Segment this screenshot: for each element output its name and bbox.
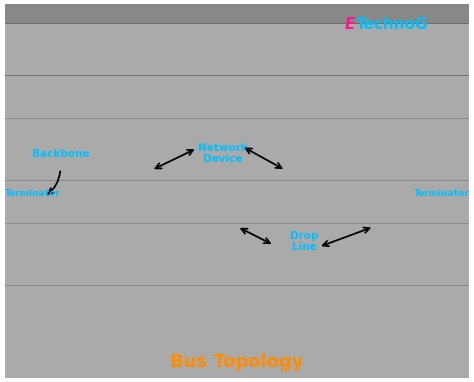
FancyBboxPatch shape [0, 75, 474, 382]
FancyBboxPatch shape [0, 75, 474, 382]
FancyBboxPatch shape [0, 0, 474, 275]
FancyBboxPatch shape [0, 0, 474, 275]
FancyBboxPatch shape [0, 0, 474, 23]
Text: Bus Topology: Bus Topology [170, 353, 304, 371]
FancyBboxPatch shape [0, 0, 474, 23]
Text: Terminator: Terminator [413, 189, 469, 199]
Bar [15, 191, 23, 210]
FancyBboxPatch shape [0, 75, 474, 382]
Text: Drop
Line: Drop Line [290, 231, 319, 253]
FancyBboxPatch shape [0, 0, 474, 23]
Bar [451, 191, 459, 210]
Text: Terminator: Terminator [5, 189, 61, 199]
Text: Network
Device: Network Device [198, 143, 248, 164]
Text: Ε: Ε [345, 17, 356, 32]
Text: TechnoG: TechnoG [356, 17, 428, 32]
Text: Backbone: Backbone [32, 149, 89, 159]
